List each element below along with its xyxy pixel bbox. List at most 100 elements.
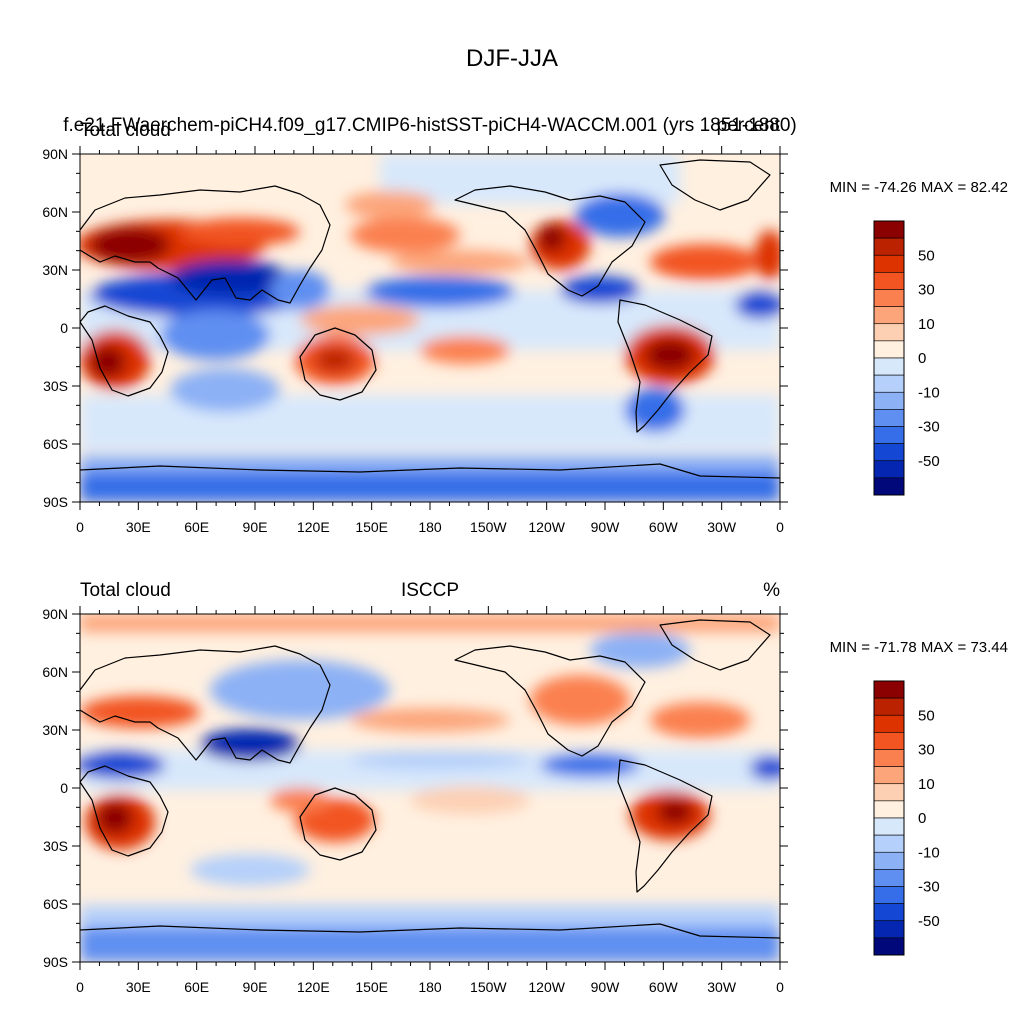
y-tick-label: 60S [43, 896, 68, 912]
y-tick-label: 90S [43, 494, 68, 510]
x-tick-label: 0 [776, 979, 784, 995]
colorbar-swatch [873, 800, 905, 819]
x-tick-label: 30E [126, 979, 151, 995]
colorbar-swatch [873, 749, 905, 767]
colorbar: 50 30 10 0 -10 -30 -50 [873, 220, 940, 496]
colorbar-label: 10 [918, 316, 935, 333]
colorbar: 50 30 10 0 -10 -30 -50 [873, 680, 940, 956]
colorbar-label: -30 [918, 879, 940, 896]
y-tick-label: 60S [43, 436, 68, 452]
colorbar-swatch [873, 426, 905, 444]
panel-left-title: Total cloud [80, 580, 171, 601]
colorbar-swatch [873, 409, 905, 427]
axis-labels: 0 30E 60E 90E 120E 150E 180 150W 120W 90W 60W 30W 0 9… [42, 146, 784, 535]
colorbar-swatch [873, 306, 905, 325]
y-tick-label: 90N [42, 146, 68, 162]
panel-right-title: percent [717, 115, 781, 136]
x-tick-label: 120E [297, 979, 330, 995]
x-tick-label: 150W [470, 519, 507, 535]
x-tick-label: 0 [76, 979, 84, 995]
x-tick-label: 150W [470, 979, 507, 995]
colorbar-swatch [873, 783, 905, 802]
x-tick-label: 30E [126, 519, 151, 535]
cloud-anomaly-field [80, 614, 780, 962]
colorbar-label: 50 [918, 247, 935, 264]
cloud-anomaly-field [80, 154, 780, 502]
x-tick-label: 60E [184, 979, 209, 995]
colorbar-swatch [873, 886, 905, 904]
colorbar-label: 0 [918, 810, 926, 827]
map-panel-obs: Total cloud ISCCP % [42, 580, 1008, 995]
y-tick-label: 30S [43, 378, 68, 394]
panel-center-title: ISCCP [401, 580, 459, 601]
x-tick-label: 180 [418, 519, 442, 535]
colorbar-swatch [873, 817, 905, 836]
colorbar-swatch [873, 374, 905, 393]
colorbar-swatch [873, 323, 905, 342]
colorbar-label: 10 [918, 776, 935, 793]
x-tick-label: 150E [355, 519, 388, 535]
colorbar-label: 30 [918, 282, 935, 299]
colorbar-swatch [873, 477, 905, 496]
x-tick-label: 120E [297, 519, 330, 535]
x-tick-label: 90E [243, 519, 268, 535]
tick-marks [72, 146, 788, 510]
colorbar-swatch [873, 340, 905, 359]
colorbar-swatch [873, 272, 905, 290]
colorbar-label: 0 [918, 350, 926, 367]
colorbar-swatch [873, 937, 905, 956]
x-tick-label: 120W [528, 979, 565, 995]
x-tick-label: 150E [355, 979, 388, 995]
x-tick-label: 60W [649, 519, 679, 535]
y-tick-label: 30S [43, 838, 68, 854]
y-tick-label: 60N [42, 204, 68, 220]
colorbar-swatch [873, 289, 905, 307]
colorbar-swatch [873, 834, 905, 853]
x-tick-label: 60E [184, 519, 209, 535]
tick-marks [72, 606, 788, 970]
colorbar-swatch [873, 732, 905, 750]
colorbar-swatch [873, 460, 905, 479]
colorbar-swatch [873, 680, 905, 699]
x-tick-label: 90W [591, 519, 621, 535]
map-panel-model: Total cloud f.e21.FWaerchem-piCH4.f09_g1… [42, 115, 1008, 535]
colorbar-swatch [873, 357, 905, 376]
x-tick-label: 0 [776, 519, 784, 535]
min-max-label: MIN = -71.78 MAX = 73.44 [830, 639, 1008, 656]
panel-right-title: % [763, 580, 780, 601]
x-tick-label: 30W [707, 519, 737, 535]
coastlines [80, 159, 780, 479]
y-tick-label: 90N [42, 606, 68, 622]
colorbar-swatch [873, 697, 905, 716]
colorbar-swatch [873, 220, 905, 239]
colorbar-swatch [873, 391, 905, 410]
colorbar-swatch [873, 443, 905, 462]
colorbar-swatch [873, 851, 905, 870]
y-tick-label: 0 [60, 780, 68, 796]
colorbar-swatch [873, 237, 905, 256]
colorbar-frame [873, 680, 905, 956]
y-tick-label: 60N [42, 664, 68, 680]
x-tick-label: 30W [707, 979, 737, 995]
colorbar-swatch [873, 714, 905, 733]
x-tick-label: 180 [418, 979, 442, 995]
colorbar-label: -10 [918, 384, 940, 401]
min-max-label: MIN = -74.26 MAX = 82.42 [830, 179, 1008, 196]
x-tick-label: 90W [591, 979, 621, 995]
colorbar-label: -50 [918, 913, 940, 930]
colorbar-swatch [873, 766, 905, 785]
panel-left-title: Total cloud [80, 120, 171, 141]
colorbar-label: 30 [918, 742, 935, 759]
x-tick-label: 90E [243, 979, 268, 995]
axis-labels: 0 30E 60E 90E 120E 150E 180 150W 120W 90W 60W 30W 09… [42, 606, 784, 995]
colorbar-label: 50 [918, 707, 935, 724]
y-tick-label: 30N [42, 262, 68, 278]
coastlines [80, 619, 780, 939]
colorbar-swatch [873, 254, 905, 273]
y-tick-label: 0 [60, 320, 68, 336]
y-tick-label: 90S [43, 954, 68, 970]
x-tick-label: 120W [528, 519, 565, 535]
figure-title: DJF-JJA [466, 45, 558, 72]
y-tick-label: 30N [42, 722, 68, 738]
